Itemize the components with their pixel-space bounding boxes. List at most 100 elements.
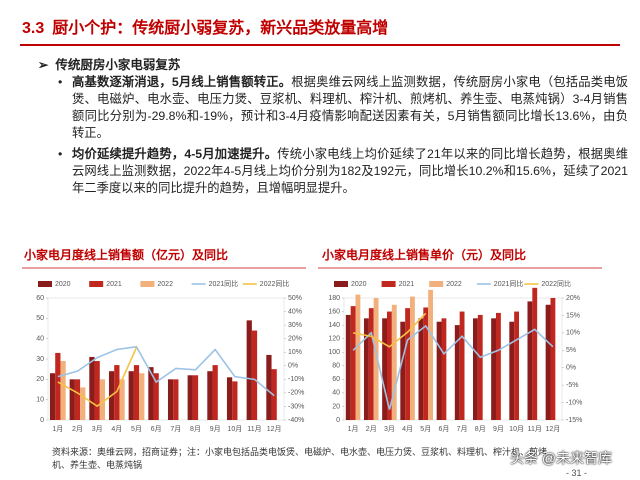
bar xyxy=(550,298,556,420)
y2-tick-label: 10% xyxy=(288,349,302,356)
x-tick-label: 9月 xyxy=(493,425,504,433)
x-tick-label: 10月 xyxy=(227,425,242,433)
bar xyxy=(441,318,447,420)
legend-label: 2021同比 xyxy=(494,279,524,288)
bullet-text: 根据奥维云网线上监测数据，传统厨房小家电（包括品类电饭煲、电磁炉、电水壶、电压力… xyxy=(72,75,628,140)
legend-swatch xyxy=(334,281,348,287)
bar xyxy=(192,375,199,420)
page-number: - 31 - xyxy=(566,468,588,478)
bar xyxy=(232,381,238,420)
bullet: 高基数逐渐消退，5月线上销售额转正。根据奥维云网线上监测数据，传统厨房小家电（包… xyxy=(58,74,628,142)
x-tick-label: 5月 xyxy=(420,425,431,433)
y-tick-label: 0 xyxy=(40,417,44,424)
bar xyxy=(99,379,106,420)
bar xyxy=(89,356,95,420)
watermark: 头条 @未来智库 xyxy=(510,450,613,466)
x-tick-label: 4月 xyxy=(111,425,122,433)
bar xyxy=(74,379,81,420)
y2-tick-label: 40% xyxy=(288,308,302,315)
bar xyxy=(133,365,140,420)
section: ➢ 传统厨房小家电弱复苏 xyxy=(38,58,181,72)
bar xyxy=(545,304,551,420)
y2-tick-label: 15% xyxy=(566,312,580,319)
bar xyxy=(60,361,66,420)
bar xyxy=(266,354,272,420)
y2-tick-label: -10% xyxy=(288,376,304,383)
x-tick-label: 9月 xyxy=(210,425,221,433)
y-tick-label: 160 xyxy=(328,308,340,315)
y2-tick-label: 0% xyxy=(288,363,298,370)
legend-swatch xyxy=(381,281,396,287)
bar xyxy=(173,379,179,420)
bar xyxy=(373,298,379,420)
y-tick-label: 20 xyxy=(332,403,340,410)
x-tick-label: 12月 xyxy=(546,425,561,433)
bar xyxy=(207,371,213,420)
x-tick-label: 6月 xyxy=(438,425,449,433)
y2-tick-label: -10% xyxy=(566,399,582,406)
bar xyxy=(212,365,218,420)
x-tick-label: 3月 xyxy=(92,425,103,433)
bar xyxy=(128,371,134,420)
y2-tick-label: 10% xyxy=(566,330,580,337)
y2-tick-label: -40% xyxy=(288,417,304,424)
legend-label: 2022同比 xyxy=(541,279,571,288)
header-title: 厨小个护：传统厨小弱复苏，新兴品类放量高增 xyxy=(52,20,389,37)
bar xyxy=(49,373,56,420)
bar xyxy=(114,365,120,420)
y-tick-label: 60 xyxy=(332,376,340,383)
bar xyxy=(527,301,533,420)
bullet-bold: 高基数逐渐消退，5月线上销售额转正。 xyxy=(72,75,292,89)
y-tick-label: 30 xyxy=(36,356,44,363)
charts: 小家电月度线上销售额（亿元）及同比 0 10 20 30 40 50 60 -40% -30% -2… xyxy=(22,247,602,433)
x-tick-label: 2月 xyxy=(72,425,83,433)
bar xyxy=(423,307,429,420)
bar xyxy=(477,314,483,420)
y-tick-label: 180 xyxy=(328,295,340,302)
bar xyxy=(226,377,233,420)
legend-swatch xyxy=(429,281,444,287)
x-tick-label: 8月 xyxy=(190,425,201,433)
bar xyxy=(410,296,415,420)
bar xyxy=(436,321,442,420)
bar xyxy=(405,308,411,420)
y2-tick-label: -20% xyxy=(288,390,304,397)
y-tick-label: 60 xyxy=(36,295,44,302)
legend-label: 2020 xyxy=(55,281,71,288)
x-tick-label: 11月 xyxy=(247,425,261,433)
y2-tick-label: 5% xyxy=(566,347,576,354)
bar xyxy=(94,361,100,420)
chart-title: 小家电月度线上销售额（亿元）及同比 xyxy=(24,247,228,262)
legend-label: 2021同比 xyxy=(209,279,239,288)
bar xyxy=(418,318,424,420)
bar xyxy=(509,321,515,420)
x-tick-label: 4月 xyxy=(402,425,413,433)
line xyxy=(352,312,427,348)
y-tick-label: 140 xyxy=(328,322,340,329)
bar xyxy=(400,321,406,420)
y2-tick-label: 20% xyxy=(288,336,302,343)
legend-label: 2021 xyxy=(399,281,415,288)
bar xyxy=(428,289,434,420)
bar xyxy=(69,379,75,420)
bar xyxy=(382,318,387,420)
legend-swatch xyxy=(38,281,52,287)
y2-tick-label: -30% xyxy=(288,403,304,410)
x-tick-label: 10月 xyxy=(509,425,524,433)
legend-swatch xyxy=(140,281,155,287)
plot-frame xyxy=(343,297,563,421)
legend-swatch xyxy=(89,281,104,287)
y-tick-label: 80 xyxy=(332,363,340,370)
y2-tick-label: 30% xyxy=(288,322,302,329)
bar xyxy=(345,314,351,420)
bar xyxy=(350,306,356,420)
y-tick-label: 10 xyxy=(36,397,44,404)
y2-tick-label: 20% xyxy=(566,295,580,302)
bar xyxy=(251,330,258,420)
bar xyxy=(363,318,369,420)
bar xyxy=(139,373,145,420)
x-tick-label: 1月 xyxy=(348,425,359,433)
legend-label: 2020 xyxy=(351,281,367,288)
y-tick-label: 50 xyxy=(36,315,44,322)
x-tick-label: 1月 xyxy=(52,425,63,433)
